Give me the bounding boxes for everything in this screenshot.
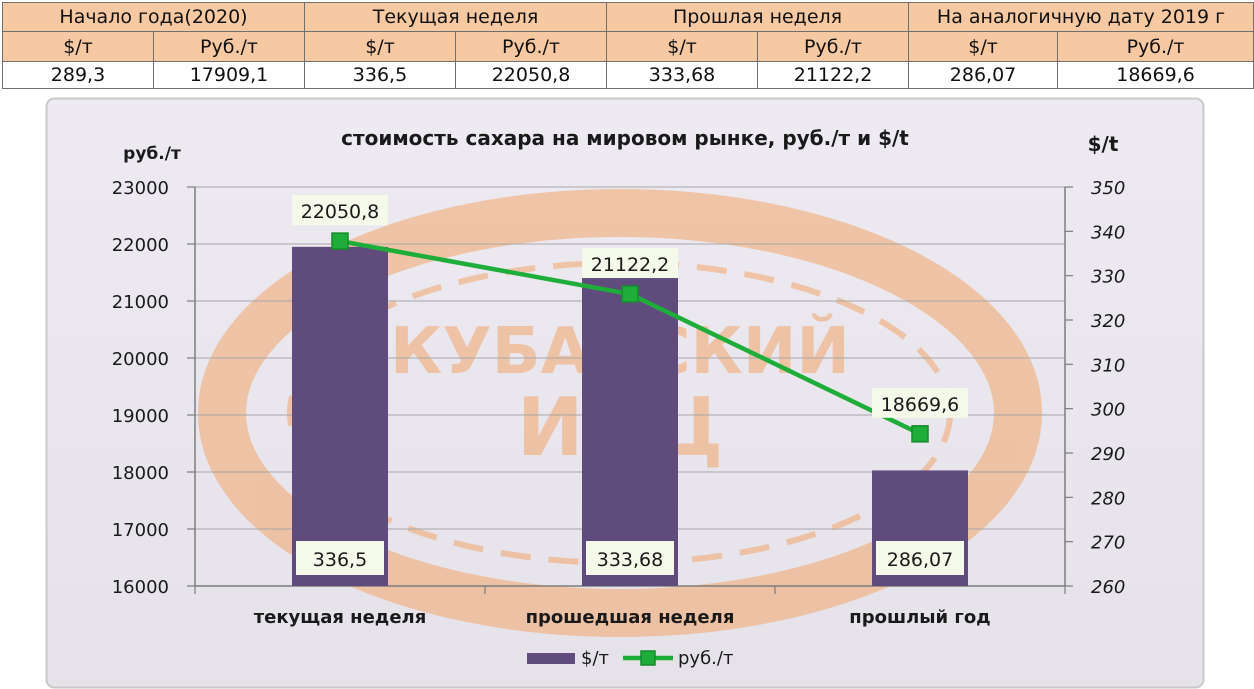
y-right-tick-label: 280 <box>1091 488 1125 509</box>
bar-value-label-box <box>876 541 964 575</box>
y-right-tick-label: 330 <box>1091 267 1125 288</box>
bar-value-label: 336,5 <box>296 541 384 575</box>
y-right-tick-label: 350 <box>1091 178 1125 199</box>
line-marker <box>331 232 349 250</box>
table-cell: 336,5 <box>304 61 456 89</box>
line-value-label-box <box>582 248 678 279</box>
y-right-tick-label: 300 <box>1091 400 1125 421</box>
line-value-label-text: 22050,8 <box>301 201 380 223</box>
line-marker <box>621 285 639 303</box>
y-right-tick-label: 320 <box>1091 311 1125 332</box>
y-right-axis-unit: $/t <box>1088 132 1119 156</box>
line-value-label-text: 18669,6 <box>881 394 960 416</box>
line-value-label: 18669,6 <box>872 387 968 418</box>
bar-value-label-text: 286,07 <box>887 549 953 571</box>
unit-header: Руб./т <box>153 31 305 62</box>
chart-legend: $/т руб./т <box>527 648 733 669</box>
table-cell: 333,68 <box>606 61 759 89</box>
table-cell: 289,3 <box>2 61 154 89</box>
bar <box>292 246 388 586</box>
bar-value-label: 333,68 <box>586 541 674 575</box>
y-right-tick-label: 260 <box>1091 577 1125 598</box>
x-category-label: прошедшая неделя <box>526 607 735 628</box>
line-marker <box>911 425 929 443</box>
table-cell: 22050,8 <box>454 61 608 89</box>
y-right-tick-label: 290 <box>1091 444 1125 465</box>
line-series <box>331 232 929 443</box>
legend-swatch-marker <box>640 650 656 666</box>
y-left-tick-label: 20000 <box>112 349 169 370</box>
group-header-current-week: Текущая неделя <box>303 2 608 32</box>
table-unit-header-row: $/т Руб./т $/т Руб./т $/т Руб./т $/т Руб… <box>2 31 1254 62</box>
y-right-tick-label: 340 <box>1091 222 1125 243</box>
price-table: Начало года(2020) Текущая неделя Прошлая… <box>2 2 1254 89</box>
y-right-tick-label: 270 <box>1091 533 1125 554</box>
y-right-tick-label: 310 <box>1091 355 1125 376</box>
sugar-price-chart: КУБАНСКИЙ ИКЦ стоимость сахара на мирово… <box>45 93 1210 689</box>
unit-header: Руб./т <box>1057 31 1254 62</box>
legend-swatch-bar <box>527 653 575 664</box>
bar-value-label-text: 333,68 <box>597 549 663 571</box>
unit-header: $/т <box>304 31 456 62</box>
table-cell: 286,07 <box>908 61 1059 89</box>
y-left-axis-unit: руб./т <box>123 144 181 164</box>
bar-value-label-text: 336,5 <box>313 549 367 571</box>
watermark-ring <box>198 189 1042 637</box>
table-cell: 21122,2 <box>757 61 910 89</box>
unit-header: Руб./т <box>454 31 608 62</box>
data-labels: 336,5 333,68 286,07 22050,8 21122,2 18669,6 <box>292 195 968 575</box>
y-left-tick-label: 17000 <box>112 520 169 541</box>
legend-label-line: руб./т <box>678 648 733 669</box>
bar <box>582 259 678 586</box>
y-left-tick-label: 18000 <box>112 463 169 484</box>
table-group-header-row: Начало года(2020) Текущая неделя Прошлая… <box>2 2 1254 32</box>
y-left-tick-label: 16000 <box>112 577 169 598</box>
line-value-label: 22050,8 <box>292 195 388 226</box>
unit-header: Руб./т <box>757 31 910 62</box>
line-value-label-box <box>292 195 388 226</box>
line-value-label: 21122,2 <box>582 248 678 279</box>
y-left-tick-label: 22000 <box>112 235 169 256</box>
table-value-row: 289,3 17909,1 336,5 22050,8 333,68 21122… <box>2 61 1254 89</box>
unit-header: $/т <box>2 31 154 62</box>
group-header-last-week: Прошлая неделя <box>606 2 910 32</box>
table-cell: 18669,6 <box>1057 61 1254 89</box>
y-left-tick-label: 23000 <box>112 178 169 199</box>
y-left-tick-label: 21000 <box>112 292 169 313</box>
group-header-same-date-2019: На аналогичную дату 2019 г <box>908 2 1254 32</box>
chart-svg: КУБАНСКИЙ ИКЦ стоимость сахара на мирово… <box>45 97 1205 689</box>
chart-title: стоимость сахара на мировом рынке, руб./… <box>341 126 909 150</box>
legend-label-bar: $/т <box>581 648 609 669</box>
line-value-label-box <box>872 387 968 418</box>
x-category-label: прошлый год <box>849 607 990 628</box>
bar-value-label: 286,07 <box>876 541 964 575</box>
bar-value-label-box <box>296 541 384 575</box>
axes: 23000 22000 21000 20000 19000 18000 17000 16000… <box>112 178 1126 628</box>
unit-header: $/т <box>606 31 759 62</box>
line-value-label-text: 21122,2 <box>591 254 670 276</box>
y-left-tick-label: 19000 <box>112 406 169 427</box>
x-category-label: текущая неделя <box>254 607 427 628</box>
unit-header: $/т <box>908 31 1059 62</box>
table-cell: 17909,1 <box>153 61 305 89</box>
group-header-year-start: Начало года(2020) <box>2 2 305 32</box>
bar-value-label-box <box>586 541 674 575</box>
